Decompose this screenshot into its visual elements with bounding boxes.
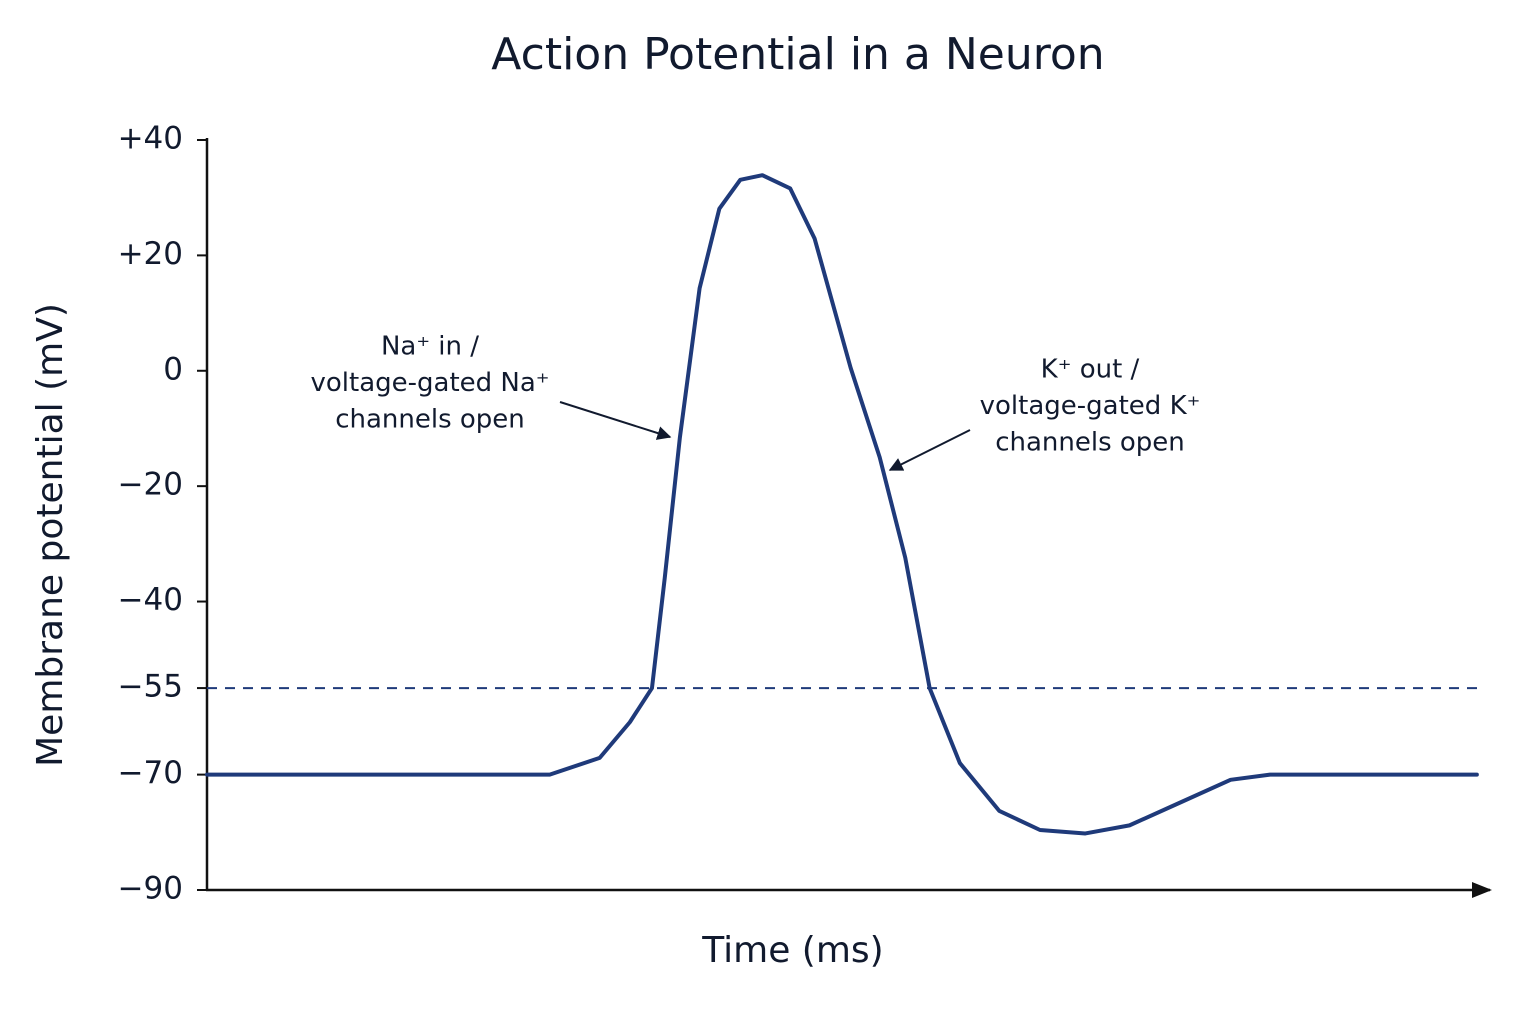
y-tick-label: −55 [118,669,183,705]
annotation-arrow [559,401,672,440]
y-tick-label: 0 [163,351,183,387]
x-axis-label: Time (ms) [701,930,883,971]
annotation-text: voltage-gated Na⁺ [310,368,549,398]
annotation-text: Na⁺ in / [381,332,479,362]
y-tick-label: −40 [118,582,183,618]
chart-title: Action Potential in a Neuron [491,29,1104,80]
y-tick-label: +20 [118,236,183,272]
y-tick-label: +40 [118,121,183,157]
y-tick-label: −70 [118,755,183,791]
y-axis-label: Membrane potential (mV) [30,303,71,767]
annotation-text: voltage-gated K⁺ [980,391,1201,421]
annotation-arrow [888,429,971,471]
y-tick-label: −90 [118,871,183,907]
annotation-text: channels open [995,428,1185,458]
y-tick-label: −20 [118,467,183,503]
line-series [205,173,1479,836]
annotation-text: K⁺ out / [1041,355,1140,385]
annotation-text: channels open [335,405,525,435]
